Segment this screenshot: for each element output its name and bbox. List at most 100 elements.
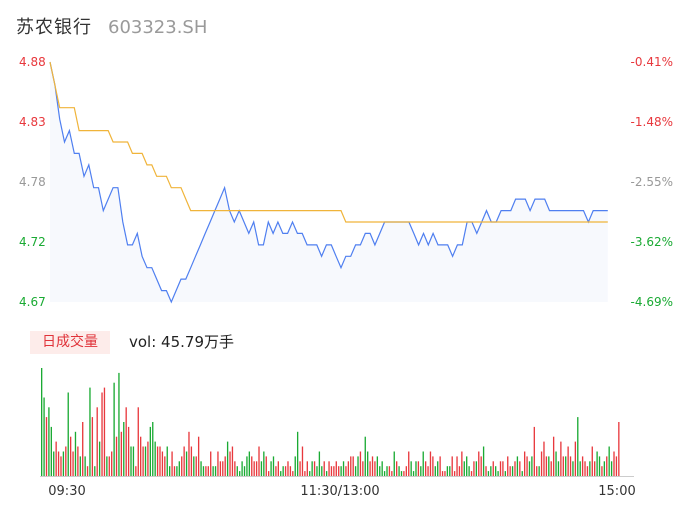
volume-bar bbox=[98, 441, 101, 476]
volume-bar bbox=[181, 456, 183, 476]
volume-period-tag[interactable]: 日成交量 bbox=[30, 331, 110, 354]
volume-bar bbox=[574, 441, 577, 476]
volume-bar bbox=[241, 461, 243, 476]
percent-tick-label: -2.55% bbox=[631, 175, 673, 189]
volume-bar bbox=[195, 456, 197, 476]
volume-bar bbox=[103, 387, 106, 476]
volume-bar bbox=[229, 451, 231, 476]
volume-bar bbox=[219, 461, 222, 476]
volume-bar bbox=[492, 461, 494, 476]
volume-bar bbox=[555, 451, 557, 476]
volume-bar bbox=[504, 471, 506, 476]
volume-bar bbox=[173, 466, 176, 476]
volume-bar bbox=[352, 456, 354, 476]
volume-bar bbox=[210, 451, 212, 476]
volume-bar bbox=[120, 431, 123, 476]
volume-bar bbox=[412, 471, 415, 476]
percent-tick-label: -1.48% bbox=[631, 115, 673, 129]
volume-bar bbox=[132, 446, 135, 476]
volume-bar bbox=[239, 471, 241, 476]
volume-bar bbox=[190, 446, 193, 476]
volume-bar bbox=[79, 456, 81, 476]
volume-bar bbox=[458, 466, 461, 476]
volume-bar bbox=[178, 461, 180, 476]
volume-bar bbox=[248, 451, 251, 476]
volume-bar bbox=[309, 471, 311, 476]
volume-bar bbox=[410, 461, 412, 476]
volume-bar bbox=[342, 461, 345, 476]
volume-bar bbox=[473, 461, 475, 476]
volume-bar bbox=[521, 471, 523, 476]
volume-bar bbox=[441, 471, 444, 476]
volume-bar bbox=[403, 471, 405, 476]
volume-bar bbox=[577, 417, 579, 476]
volume-bar bbox=[591, 446, 593, 476]
volume-bar bbox=[470, 471, 473, 476]
volume-bar bbox=[422, 451, 424, 476]
volume-bar bbox=[50, 426, 52, 476]
volume-bar bbox=[468, 466, 470, 476]
volume-bar bbox=[545, 456, 548, 476]
volume-bar bbox=[437, 461, 439, 476]
volume-bar bbox=[610, 461, 613, 476]
volume-bar bbox=[586, 466, 589, 476]
volume-bar bbox=[214, 466, 217, 476]
volume-bar bbox=[270, 461, 272, 476]
volume-bar bbox=[127, 426, 130, 476]
volume-bar bbox=[552, 436, 555, 476]
volume-bar bbox=[275, 466, 277, 476]
volume-bar bbox=[202, 466, 205, 476]
volume-bar bbox=[125, 407, 127, 476]
volume-bar bbox=[528, 461, 531, 476]
volume-bar bbox=[388, 466, 391, 476]
volume-bar bbox=[294, 456, 296, 476]
volume-bar bbox=[217, 451, 219, 476]
volume-bar bbox=[427, 466, 429, 476]
volume-bar bbox=[197, 436, 200, 476]
volume-bar bbox=[53, 451, 55, 476]
volume-bar bbox=[381, 461, 383, 476]
price-tick-label: 4.78 bbox=[19, 175, 46, 189]
volume-bar bbox=[277, 461, 279, 476]
volume-bar bbox=[304, 471, 306, 476]
volume-bar bbox=[65, 446, 67, 476]
volume-bar bbox=[354, 466, 357, 476]
volume-bar bbox=[565, 456, 567, 476]
volume-bar bbox=[562, 456, 564, 476]
percent-tick-label: -4.69% bbox=[631, 295, 673, 309]
volume-bar bbox=[113, 382, 115, 476]
volume-bar bbox=[137, 407, 139, 476]
volume-bar bbox=[364, 436, 366, 476]
volume-bar bbox=[596, 451, 598, 476]
volume-bar bbox=[96, 407, 98, 476]
volume-bar bbox=[487, 471, 490, 476]
volume-bar bbox=[246, 456, 248, 476]
volume-bar bbox=[531, 456, 533, 476]
volume-bar bbox=[77, 446, 79, 476]
volume-bar bbox=[89, 387, 91, 476]
volume-bar bbox=[48, 407, 50, 476]
volume-bar bbox=[417, 461, 420, 476]
volume-bar bbox=[147, 441, 149, 476]
volume-bar bbox=[444, 471, 446, 476]
volume-bar bbox=[91, 417, 94, 476]
volume-bar bbox=[292, 471, 294, 476]
volume-bar bbox=[371, 456, 374, 476]
volume-bar bbox=[533, 426, 535, 476]
volume-bar bbox=[369, 461, 371, 476]
volume-bar bbox=[272, 456, 275, 476]
volume-bar bbox=[608, 446, 610, 476]
volume-bar bbox=[519, 461, 521, 476]
volume-bar bbox=[475, 461, 478, 476]
volume-bar bbox=[115, 436, 118, 476]
volume-bar bbox=[618, 422, 620, 476]
volume-bar bbox=[161, 451, 164, 476]
volume-bar bbox=[86, 466, 89, 476]
volume-bar bbox=[222, 461, 224, 476]
volume-bar bbox=[164, 456, 166, 476]
volume-bar bbox=[509, 466, 511, 476]
volume-bar bbox=[376, 456, 379, 476]
volume-bar bbox=[439, 456, 441, 476]
volume-bar bbox=[606, 456, 608, 476]
volume-bar bbox=[538, 466, 540, 476]
